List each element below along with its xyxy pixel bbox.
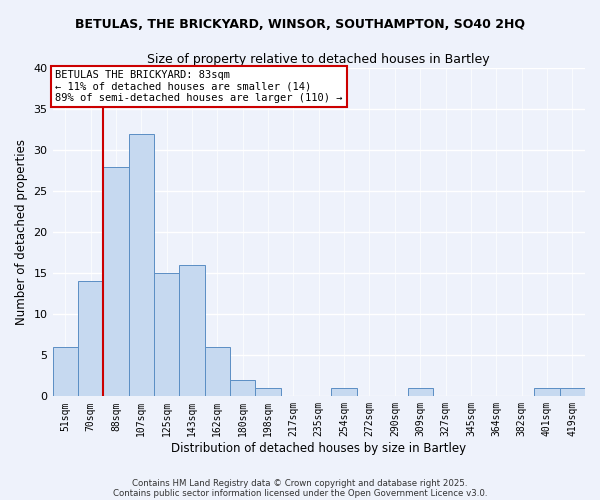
Y-axis label: Number of detached properties: Number of detached properties (15, 139, 28, 325)
Bar (534, 388, 560, 396)
Bar (179, 265, 205, 396)
Title: Size of property relative to detached houses in Bartley: Size of property relative to detached ho… (148, 52, 490, 66)
Bar (256, 388, 281, 396)
Text: BETULAS THE BRICKYARD: 83sqm
← 11% of detached houses are smaller (14)
89% of se: BETULAS THE BRICKYARD: 83sqm ← 11% of de… (55, 70, 343, 103)
Bar (128, 134, 154, 396)
X-axis label: Distribution of detached houses by size in Bartley: Distribution of detached houses by size … (171, 442, 466, 455)
Bar (230, 380, 256, 396)
Text: Contains HM Land Registry data © Crown copyright and database right 2025.: Contains HM Land Registry data © Crown c… (132, 478, 468, 488)
Bar (560, 388, 585, 396)
Bar (407, 388, 433, 396)
Bar (205, 347, 230, 397)
Bar (53, 347, 78, 397)
Bar (331, 388, 357, 396)
Bar (103, 166, 128, 396)
Bar (78, 282, 103, 397)
Bar (154, 273, 179, 396)
Text: Contains public sector information licensed under the Open Government Licence v3: Contains public sector information licen… (113, 488, 487, 498)
Text: BETULAS, THE BRICKYARD, WINSOR, SOUTHAMPTON, SO40 2HQ: BETULAS, THE BRICKYARD, WINSOR, SOUTHAMP… (75, 18, 525, 30)
